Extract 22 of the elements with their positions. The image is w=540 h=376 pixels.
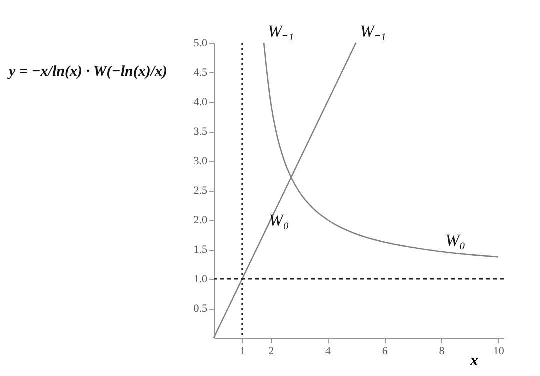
annotation: W₀ <box>269 210 290 230</box>
x-tick-label: 8 <box>439 346 446 358</box>
y-tick-label: 1.0 <box>194 274 208 286</box>
x-axis-title: x <box>470 352 478 370</box>
x-tick-label: 10 <box>493 346 505 358</box>
y-tick-label: 1.5 <box>194 244 208 256</box>
x-tick-label: 6 <box>382 346 388 358</box>
y-tick-label: 4.5 <box>194 67 208 79</box>
text: y = −x/ln(x) · W(−ln(x)/x) <box>7 64 168 80</box>
x-tick-label: 1 <box>240 346 246 358</box>
y-tick-label: 0.5 <box>194 303 208 315</box>
y-tick-label: 5.0 <box>194 38 208 50</box>
x-tick-label: 2 <box>268 346 274 358</box>
y-tick-label: 4.0 <box>194 96 208 108</box>
y-tick-label: 3.5 <box>194 126 208 138</box>
annotation: W₋₁ <box>360 22 386 41</box>
y-tick-label: 2.5 <box>194 185 208 197</box>
y-tick-label: 2.0 <box>194 214 208 226</box>
annotation: W₀ <box>445 230 466 250</box>
annotation: W₋₁ <box>268 22 294 41</box>
y-tick-label: 3.0 <box>194 156 208 168</box>
x-tick-label: 4 <box>325 346 332 358</box>
